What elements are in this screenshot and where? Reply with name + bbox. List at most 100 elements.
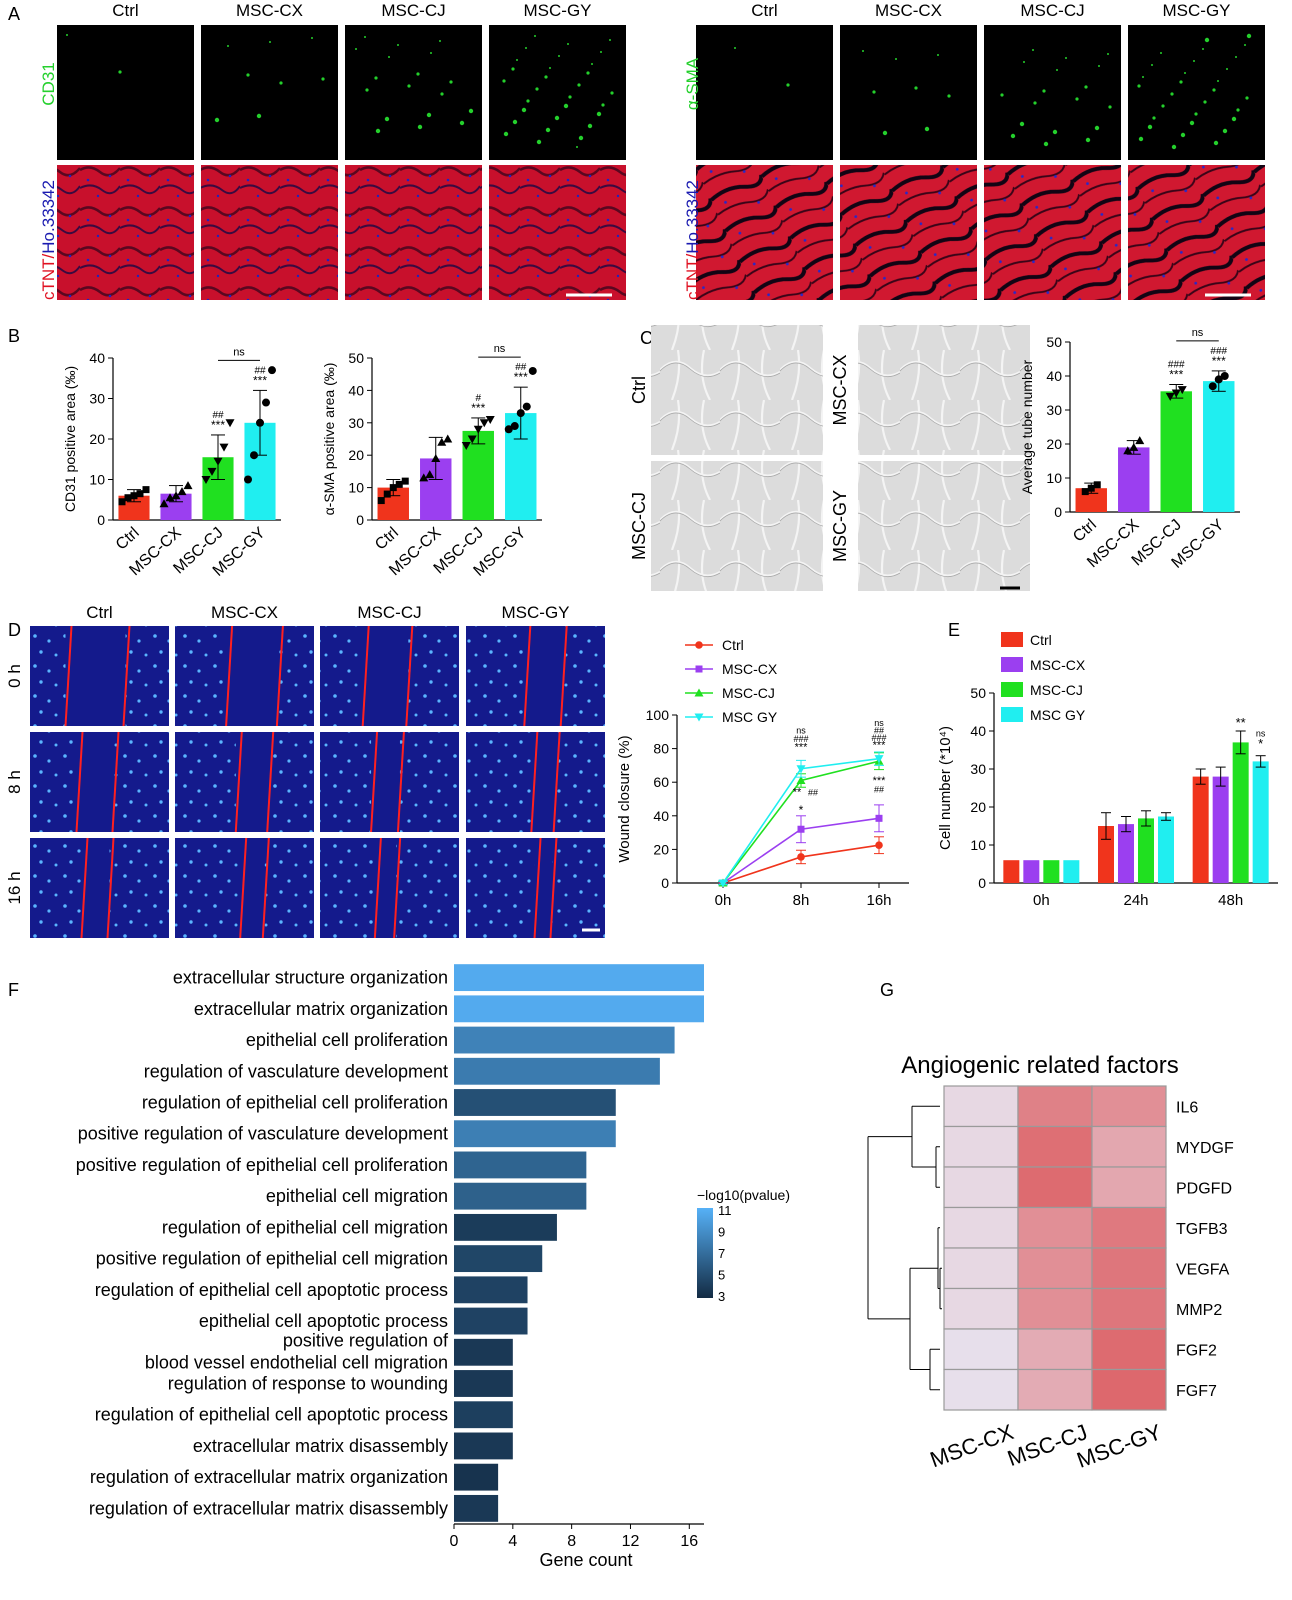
green-signal-dot — [1033, 101, 1037, 105]
bar — [1232, 742, 1249, 883]
data-point — [510, 422, 519, 431]
heatmap-cell — [1091, 1085, 1167, 1128]
wound-edge-line — [549, 837, 558, 939]
data-point — [425, 470, 435, 479]
y-tick-label: 30 — [89, 391, 105, 407]
data-point — [1123, 446, 1133, 455]
y-tick-label: 0 — [356, 512, 364, 528]
wound-edge-line — [275, 625, 284, 727]
bar — [1063, 860, 1080, 883]
wound-edge-line — [370, 731, 379, 833]
tube-image — [858, 461, 1030, 591]
fluorescence-bottom-image — [345, 165, 482, 300]
data-point — [875, 841, 883, 849]
term-label: epithelial cell proliferation — [246, 1030, 448, 1050]
green-signal-dot — [1213, 140, 1219, 146]
green-signal-dot — [1184, 72, 1186, 74]
data-point — [256, 418, 264, 427]
term-label: regulation of epithelial cell proliferat… — [142, 1093, 448, 1113]
heatmap-row-label: MYDGF — [1176, 1140, 1234, 1157]
y-tick-label: 0 — [1054, 504, 1062, 520]
bracket-label: ns — [233, 346, 245, 358]
wound-gap — [65, 626, 126, 726]
data-point — [437, 437, 447, 446]
significance-stars: ** — [793, 787, 802, 799]
y-tick-label: 60 — [653, 774, 669, 790]
fluorescence-bottom-image — [840, 165, 977, 300]
green-signal-dot — [1194, 112, 1198, 116]
green-signal-dot — [1235, 56, 1237, 58]
heatmap-cell — [1091, 1247, 1167, 1290]
green-signal-dot — [1084, 85, 1088, 89]
data-point — [1165, 392, 1175, 401]
panel-label-b: B — [8, 326, 20, 346]
green-signal-dot — [511, 67, 515, 71]
green-signal-dot — [534, 35, 536, 37]
fluorescence-top-image — [345, 25, 482, 160]
wound-edge-line — [261, 837, 270, 939]
data-point — [389, 484, 397, 492]
data-point — [467, 435, 477, 444]
wound-group-label: MSC-GY — [502, 603, 570, 622]
fluorescence-bottom-image — [1128, 165, 1265, 300]
fluorescence-top-image — [489, 25, 626, 160]
bar — [1098, 826, 1114, 883]
legend-label: MSC-CJ — [1030, 682, 1083, 698]
significance-hash: ### — [1168, 360, 1185, 371]
legend-label: MSC GY — [1030, 707, 1086, 723]
green-signal-dot — [503, 131, 509, 137]
legend-tick-label: 7 — [718, 1246, 725, 1261]
data-point — [124, 494, 132, 502]
significance-stars: *** — [471, 401, 485, 415]
bracket-label: ns — [1192, 327, 1204, 339]
significance-hash: ## — [212, 410, 224, 421]
legend-swatch — [1001, 657, 1023, 672]
green-signal-dot — [1065, 57, 1067, 59]
bracket-label: ns — [494, 343, 506, 355]
fluorescence-top-image — [57, 25, 194, 160]
significance-stars: *** — [873, 740, 887, 752]
green-signal-dot — [558, 55, 560, 57]
green-signal-dot — [214, 117, 220, 123]
heatmap-row-label: FGF7 — [1176, 1383, 1217, 1400]
bar — [454, 1307, 528, 1335]
significance-ns: ns — [796, 725, 806, 735]
green-signal-dot — [1056, 69, 1058, 71]
data-point — [797, 825, 805, 833]
panel-label-f: F — [8, 980, 19, 1000]
green-signal-dot — [426, 112, 432, 118]
fluorescence-top-image — [840, 25, 977, 160]
significance-ns: ns — [874, 718, 884, 728]
cell-number-bar-chart: 0 10 20 30 40 50 Cell number (*10⁴) 0h 24h 48h Ctr… — [937, 632, 1278, 909]
term-label: regulation of extracellular matrix disas… — [89, 1498, 448, 1518]
data-point — [796, 776, 806, 785]
y-tick-label: 20 — [1046, 436, 1062, 452]
green-signal-dot — [1151, 64, 1153, 66]
heatmap-row-label: TGFB3 — [1176, 1221, 1228, 1238]
y-axis-label: CD31 positive area (‰) — [62, 366, 78, 512]
y-tick-label: 50 — [348, 350, 364, 366]
y-axis-label: α-SMA positive area (‰) — [321, 363, 337, 516]
bar — [454, 1276, 528, 1304]
data-point — [1220, 372, 1229, 380]
legend-marker — [695, 641, 703, 649]
green-signal-dot — [1108, 105, 1112, 109]
bar — [454, 995, 704, 1023]
bar — [454, 1338, 513, 1366]
green-signal-dot — [545, 127, 551, 133]
fluorescence-bottom-image — [489, 165, 626, 300]
green-signal-dot — [1137, 84, 1141, 88]
wound-edge-line — [122, 625, 131, 727]
significance-hash: ### — [1210, 346, 1227, 357]
green-signal-dot — [459, 120, 465, 126]
svg-text:cTNT/Ho.33342: cTNT/Ho.33342 — [683, 180, 702, 300]
green-signal-dot — [269, 41, 271, 43]
green-signal-dot — [1019, 121, 1025, 127]
legend-tick-label: 3 — [718, 1289, 725, 1304]
wound-gap — [362, 626, 409, 726]
green-signal-dot — [1203, 100, 1207, 104]
y-tick-label: 40 — [653, 808, 669, 824]
heatmap-cell — [1017, 1166, 1093, 1209]
